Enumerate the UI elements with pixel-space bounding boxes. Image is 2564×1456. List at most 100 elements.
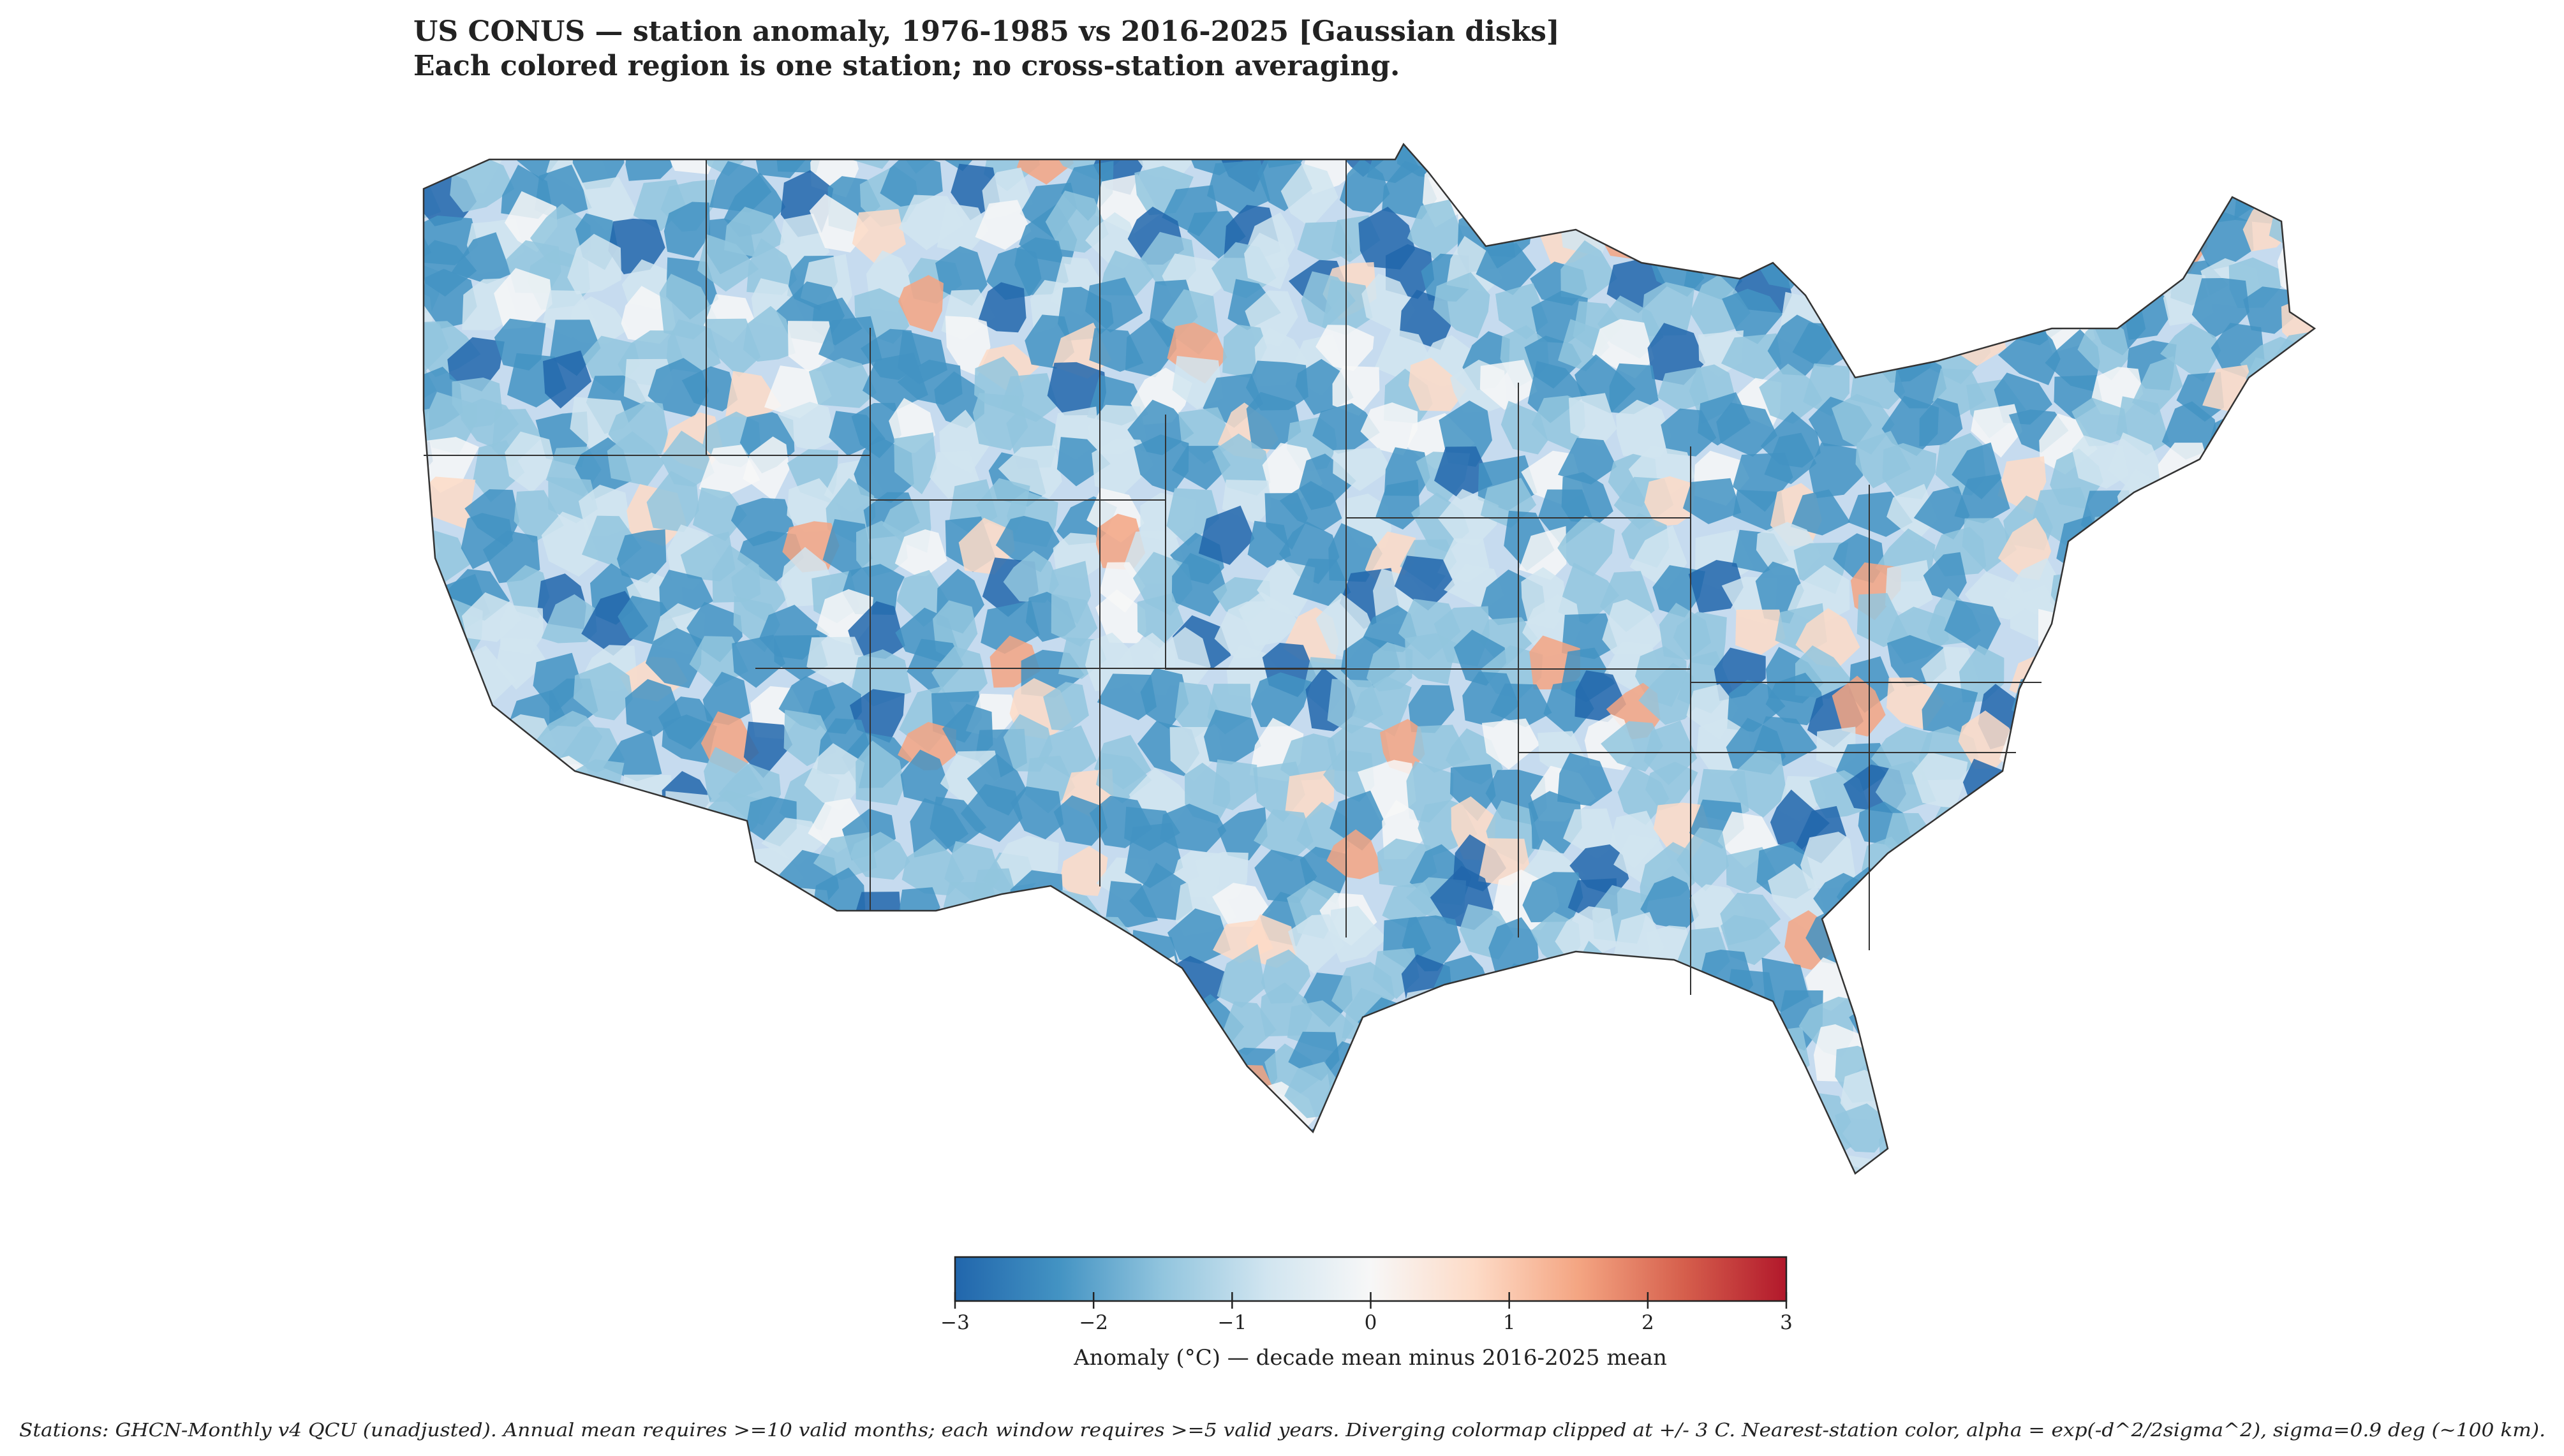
station-cell — [2322, 165, 2374, 221]
station-cell — [424, 882, 427, 937]
station-cell — [1557, 515, 1615, 577]
station-cell — [1618, 1158, 1671, 1173]
station-cell — [1563, 1004, 1614, 1050]
station-cell — [665, 1116, 716, 1173]
station-cell — [2158, 572, 2217, 626]
station-cell — [840, 1208, 899, 1255]
station-cell — [1537, 960, 1594, 1020]
station-cell — [804, 743, 865, 811]
state-border-lines — [424, 159, 2042, 995]
station-cell — [433, 876, 490, 929]
station-cell — [424, 900, 468, 955]
station-cell — [1688, 560, 1744, 614]
station-cell — [1602, 599, 1664, 655]
station-cell — [2094, 566, 2147, 612]
station-cell — [2198, 459, 2253, 508]
station-cell — [450, 86, 514, 136]
station-cell — [2285, 402, 2315, 453]
station-cell — [2242, 196, 2293, 252]
station-cell — [727, 879, 778, 941]
station-cell — [1751, 1027, 1810, 1082]
station-cell — [1850, 963, 1908, 1018]
station-cell — [862, 352, 928, 412]
station-cell — [2243, 286, 2294, 334]
station-cell — [732, 635, 786, 688]
station-cell — [706, 964, 770, 1024]
station-cell — [1673, 144, 1731, 186]
station-cell — [1854, 228, 1902, 295]
station-cell — [2070, 832, 2126, 889]
station-cell — [2028, 946, 2086, 1003]
station-cell — [2003, 853, 2066, 902]
station-cell — [2132, 144, 2189, 189]
station-cell — [1735, 1048, 1785, 1094]
station-cell — [2313, 1121, 2315, 1173]
station-cell — [1970, 827, 2029, 888]
station-cell — [2205, 875, 2256, 936]
station-cell — [938, 73, 991, 135]
station-cell — [1121, 1198, 1176, 1246]
station-cell — [1043, 682, 1089, 731]
station-cell — [1967, 246, 2018, 295]
station-cell — [2131, 995, 2189, 1047]
station-cell — [1545, 82, 1600, 131]
station-cell — [1880, 144, 1929, 186]
station-cell — [1809, 442, 1864, 499]
station-cell — [931, 646, 988, 702]
colorbar-label: Anomaly (°C) — decade mean minus 2016-20… — [1073, 1345, 1667, 1371]
station-cell — [1595, 170, 1654, 231]
station-cell — [1682, 478, 1742, 524]
station-cell — [1403, 1196, 1458, 1251]
station-cell — [729, 1122, 783, 1173]
station-cell — [1970, 1091, 2029, 1138]
station-cell — [1476, 242, 1537, 295]
station-cell — [1557, 753, 1613, 806]
station-cell — [591, 921, 646, 974]
station-cell — [1935, 291, 1984, 349]
station-cell — [541, 511, 600, 577]
station-cell — [2113, 553, 2174, 604]
station-cell — [1932, 882, 1987, 938]
station-cell — [2329, 1000, 2381, 1055]
station-cell — [1027, 1164, 1078, 1173]
station-cell — [1638, 663, 1696, 725]
station-cell — [1479, 360, 1538, 410]
station-cell — [2327, 931, 2376, 983]
station-cell — [882, 998, 938, 1046]
station-cell — [424, 437, 479, 493]
station-cell — [2237, 1054, 2287, 1099]
station-cell — [1056, 437, 1111, 487]
station-cell — [646, 471, 699, 533]
station-cell — [424, 1142, 442, 1173]
station-cell — [1139, 983, 1193, 1040]
station-cell — [895, 1158, 954, 1173]
station-cell — [663, 1073, 711, 1135]
station-cell — [1178, 1196, 1234, 1245]
station-cell — [426, 1007, 473, 1055]
station-cell — [852, 649, 912, 707]
station-cell — [1836, 283, 1897, 344]
station-cell — [1207, 160, 1270, 214]
station-cell — [1997, 322, 2061, 385]
station-cell — [900, 749, 950, 806]
station-cell — [1352, 676, 1412, 737]
station-cell — [1408, 685, 1455, 733]
station-cell — [1290, 1159, 1338, 1173]
station-cell — [424, 1033, 433, 1091]
station-cell — [2235, 522, 2283, 575]
station-cell — [1889, 166, 1955, 225]
station-cell — [2025, 249, 2090, 309]
station-cell — [2006, 768, 2059, 818]
station-cell — [1998, 1112, 2053, 1173]
station-cell — [1254, 809, 1314, 862]
station-cell — [2245, 1200, 2300, 1257]
station-cell — [387, 1186, 447, 1242]
station-cell — [625, 144, 672, 181]
station-cell — [424, 958, 440, 1011]
station-cell — [2274, 625, 2315, 689]
station-cell — [902, 77, 952, 132]
station-cell — [659, 274, 718, 340]
station-cell — [810, 986, 863, 1036]
station-cell — [2004, 1068, 2058, 1126]
station-cell — [1974, 158, 2026, 210]
